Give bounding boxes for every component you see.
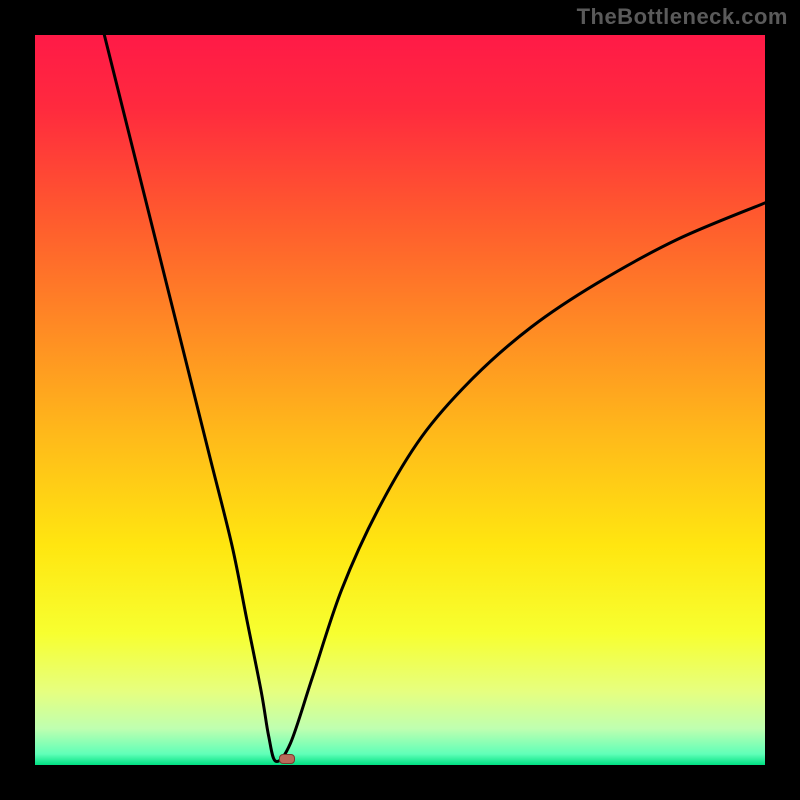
plot-background <box>35 35 765 765</box>
watermark-text: TheBottleneck.com <box>577 4 788 30</box>
optimum-marker <box>279 754 295 764</box>
plot-area <box>35 35 765 765</box>
chart-frame: TheBottleneck.com <box>0 0 800 800</box>
